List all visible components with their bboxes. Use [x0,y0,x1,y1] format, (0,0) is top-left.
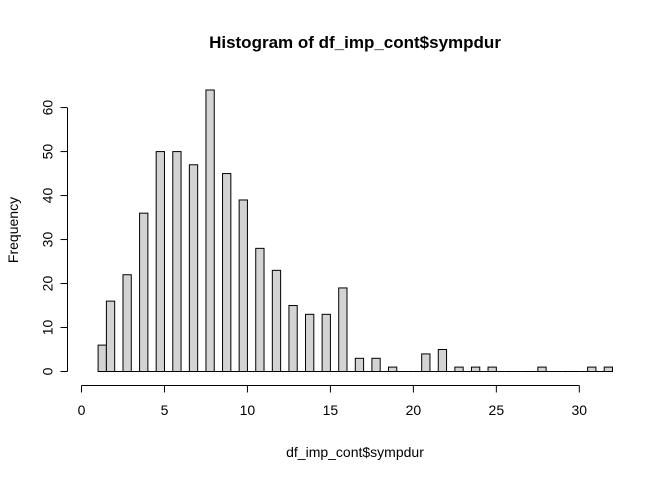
x-axis: 0 5 10 15 20 25 30 [78,385,588,418]
histogram-bar [255,247,265,372]
histogram-bar [470,366,481,372]
y-tick-label: 50 [40,144,56,160]
histogram-bar [321,313,331,372]
y-tick-label: 10 [40,320,56,336]
x-tick-label: 0 [78,402,86,418]
y-tick-label: 40 [40,188,56,204]
histogram-bar [238,199,248,372]
histogram-bar [172,151,182,372]
x-tick-label: 5 [161,402,169,418]
histogram-bar [288,305,298,372]
x-tick-label: 20 [406,402,422,418]
histogram-bar [105,300,116,372]
histogram-bar [487,366,497,372]
y-tick-label: 0 [40,367,56,375]
histogram-bar [305,313,315,372]
bars-group [97,89,613,372]
histogram-bar [205,89,215,372]
y-tick-label: 20 [40,276,56,292]
histogram-bar [271,269,282,372]
histogram-bar [587,366,597,372]
y-tick-label: 60 [40,100,56,116]
histogram-bar [354,357,365,372]
x-tick-label: 10 [240,402,256,418]
x-tick-label: 30 [572,402,588,418]
histogram-bar [222,173,232,372]
histogram-bar [155,151,165,372]
x-axis-label: df_imp_cont$sympdur [286,444,424,460]
histogram-bar [537,366,547,372]
histogram-bar [371,357,381,372]
chart-title: Histogram of df_imp_cont$sympdur [209,33,501,52]
y-tick-label: 30 [40,232,56,248]
histogram-bar [387,366,398,372]
x-tick-label: 15 [323,402,339,418]
histogram-bar [139,212,149,372]
histogram-bar [454,366,464,372]
histogram-bar [122,274,132,372]
x-tick-label: 25 [489,402,505,418]
y-axis: 0 10 20 30 40 50 60 [40,100,68,375]
histogram-bar [338,287,348,372]
histogram-bar [97,344,107,372]
histogram-bar [421,353,431,372]
y-axis-label: Frequency [5,197,21,263]
histogram-bar [603,366,613,372]
histogram-bar [437,349,448,372]
histogram-bar [188,164,199,372]
